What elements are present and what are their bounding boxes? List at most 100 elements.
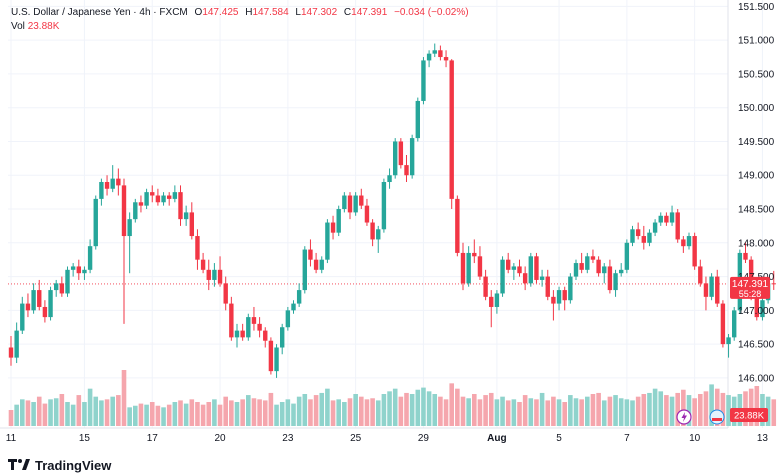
candle-body bbox=[172, 192, 178, 199]
time-tick-label: 10 bbox=[689, 433, 701, 444]
volume-bar bbox=[630, 400, 635, 426]
volume-bar bbox=[59, 394, 65, 426]
volume-bar bbox=[144, 404, 149, 426]
candle-body bbox=[664, 215, 669, 223]
volume-bar bbox=[618, 398, 624, 426]
candle-body bbox=[658, 215, 663, 223]
volume-bar bbox=[195, 402, 200, 426]
candle-body bbox=[404, 165, 409, 176]
candle-body bbox=[246, 317, 251, 338]
volume-bar bbox=[20, 399, 25, 426]
volume-bar bbox=[229, 400, 234, 426]
volume-bar bbox=[133, 405, 138, 426]
volume-bar bbox=[607, 396, 613, 426]
candle-body bbox=[178, 192, 183, 220]
volume-bar bbox=[206, 402, 212, 426]
candle-body bbox=[285, 310, 291, 328]
volume-bar bbox=[149, 402, 155, 426]
candle-body bbox=[161, 195, 166, 203]
candle-body bbox=[37, 290, 42, 307]
price-tick-label: 149.000 bbox=[738, 171, 775, 182]
candle-body bbox=[263, 330, 268, 341]
candle-body bbox=[342, 195, 347, 210]
legend-high-label: H bbox=[245, 7, 253, 18]
time-tick-label: 25 bbox=[350, 433, 362, 444]
candle-body bbox=[709, 276, 714, 297]
candle-body bbox=[257, 323, 262, 331]
candle-body bbox=[138, 202, 144, 206]
time-tick-label: 20 bbox=[214, 433, 226, 444]
candle-body bbox=[573, 263, 579, 277]
legend-open-value: 147.425 bbox=[202, 7, 239, 18]
volume-bar bbox=[353, 394, 358, 426]
volume-bar bbox=[325, 388, 330, 426]
candle-body bbox=[296, 290, 302, 304]
candle-body bbox=[398, 141, 404, 166]
candle-body bbox=[698, 266, 703, 284]
candle-body bbox=[393, 141, 398, 176]
candle-body bbox=[522, 273, 528, 284]
time-axis[interactable]: 11151720232529Aug5710131519 bbox=[6, 433, 780, 444]
candle-body bbox=[59, 283, 65, 294]
tradingview-logo[interactable]: TradingView bbox=[8, 458, 111, 473]
candle-body bbox=[347, 195, 353, 213]
volume-bar bbox=[200, 404, 206, 426]
volume-bar bbox=[53, 398, 59, 426]
volume-bar bbox=[234, 402, 240, 426]
volume-bar bbox=[381, 394, 387, 426]
candle-body bbox=[127, 219, 132, 237]
legend-low-value: 147.302 bbox=[300, 7, 338, 18]
candle-body bbox=[42, 306, 48, 318]
volume-bar bbox=[505, 400, 511, 426]
candle-body bbox=[167, 195, 172, 199]
candle-body bbox=[319, 259, 324, 270]
candle-body bbox=[681, 239, 686, 247]
time-tick-label: 17 bbox=[147, 433, 159, 444]
volume-bar bbox=[647, 392, 652, 426]
volume-bar bbox=[121, 370, 127, 426]
volume-bar bbox=[359, 396, 364, 426]
candle-body bbox=[104, 182, 110, 189]
volume-bar bbox=[99, 400, 104, 426]
volume-bar bbox=[585, 396, 590, 426]
volume-bar bbox=[336, 399, 341, 426]
volume-bar bbox=[313, 395, 319, 426]
volume-bar bbox=[138, 403, 144, 426]
price-axis[interactable]: 151.500 151.000 150.500 150.000 149.500 149.0… bbox=[738, 2, 775, 385]
candle-body bbox=[545, 276, 550, 297]
candle-body bbox=[25, 303, 31, 311]
candle-body bbox=[455, 198, 460, 253]
volume-bar bbox=[686, 395, 692, 426]
volume-bar bbox=[189, 399, 195, 426]
volume-bar bbox=[771, 399, 777, 426]
legend-open-label: O bbox=[194, 7, 203, 18]
candle-body bbox=[155, 195, 161, 203]
candle-body bbox=[692, 236, 697, 267]
volume-bar bbox=[217, 404, 223, 426]
candle-body bbox=[686, 236, 692, 247]
candle-body bbox=[568, 276, 573, 301]
volume-bar bbox=[262, 400, 268, 426]
candle-body bbox=[274, 347, 279, 372]
candle-body bbox=[539, 276, 545, 280]
candle-body bbox=[624, 242, 630, 270]
volume-bar bbox=[635, 396, 641, 426]
candle-body bbox=[630, 229, 635, 243]
volume-bar bbox=[613, 395, 618, 426]
flag-stripe-icon bbox=[712, 418, 722, 421]
time-tick-label: 13 bbox=[757, 433, 769, 444]
volume-bar bbox=[466, 398, 471, 426]
price-tick-label: 146.500 bbox=[738, 340, 775, 351]
candle-body bbox=[54, 283, 59, 291]
candle-body bbox=[195, 236, 200, 260]
candle-body bbox=[359, 195, 364, 206]
volume-bar bbox=[42, 403, 48, 426]
candle-body bbox=[291, 303, 296, 311]
candle-body bbox=[602, 266, 607, 274]
legend-close-label: C bbox=[343, 7, 352, 18]
candle-body bbox=[353, 195, 358, 213]
price-tick-label: 150.500 bbox=[738, 69, 775, 80]
